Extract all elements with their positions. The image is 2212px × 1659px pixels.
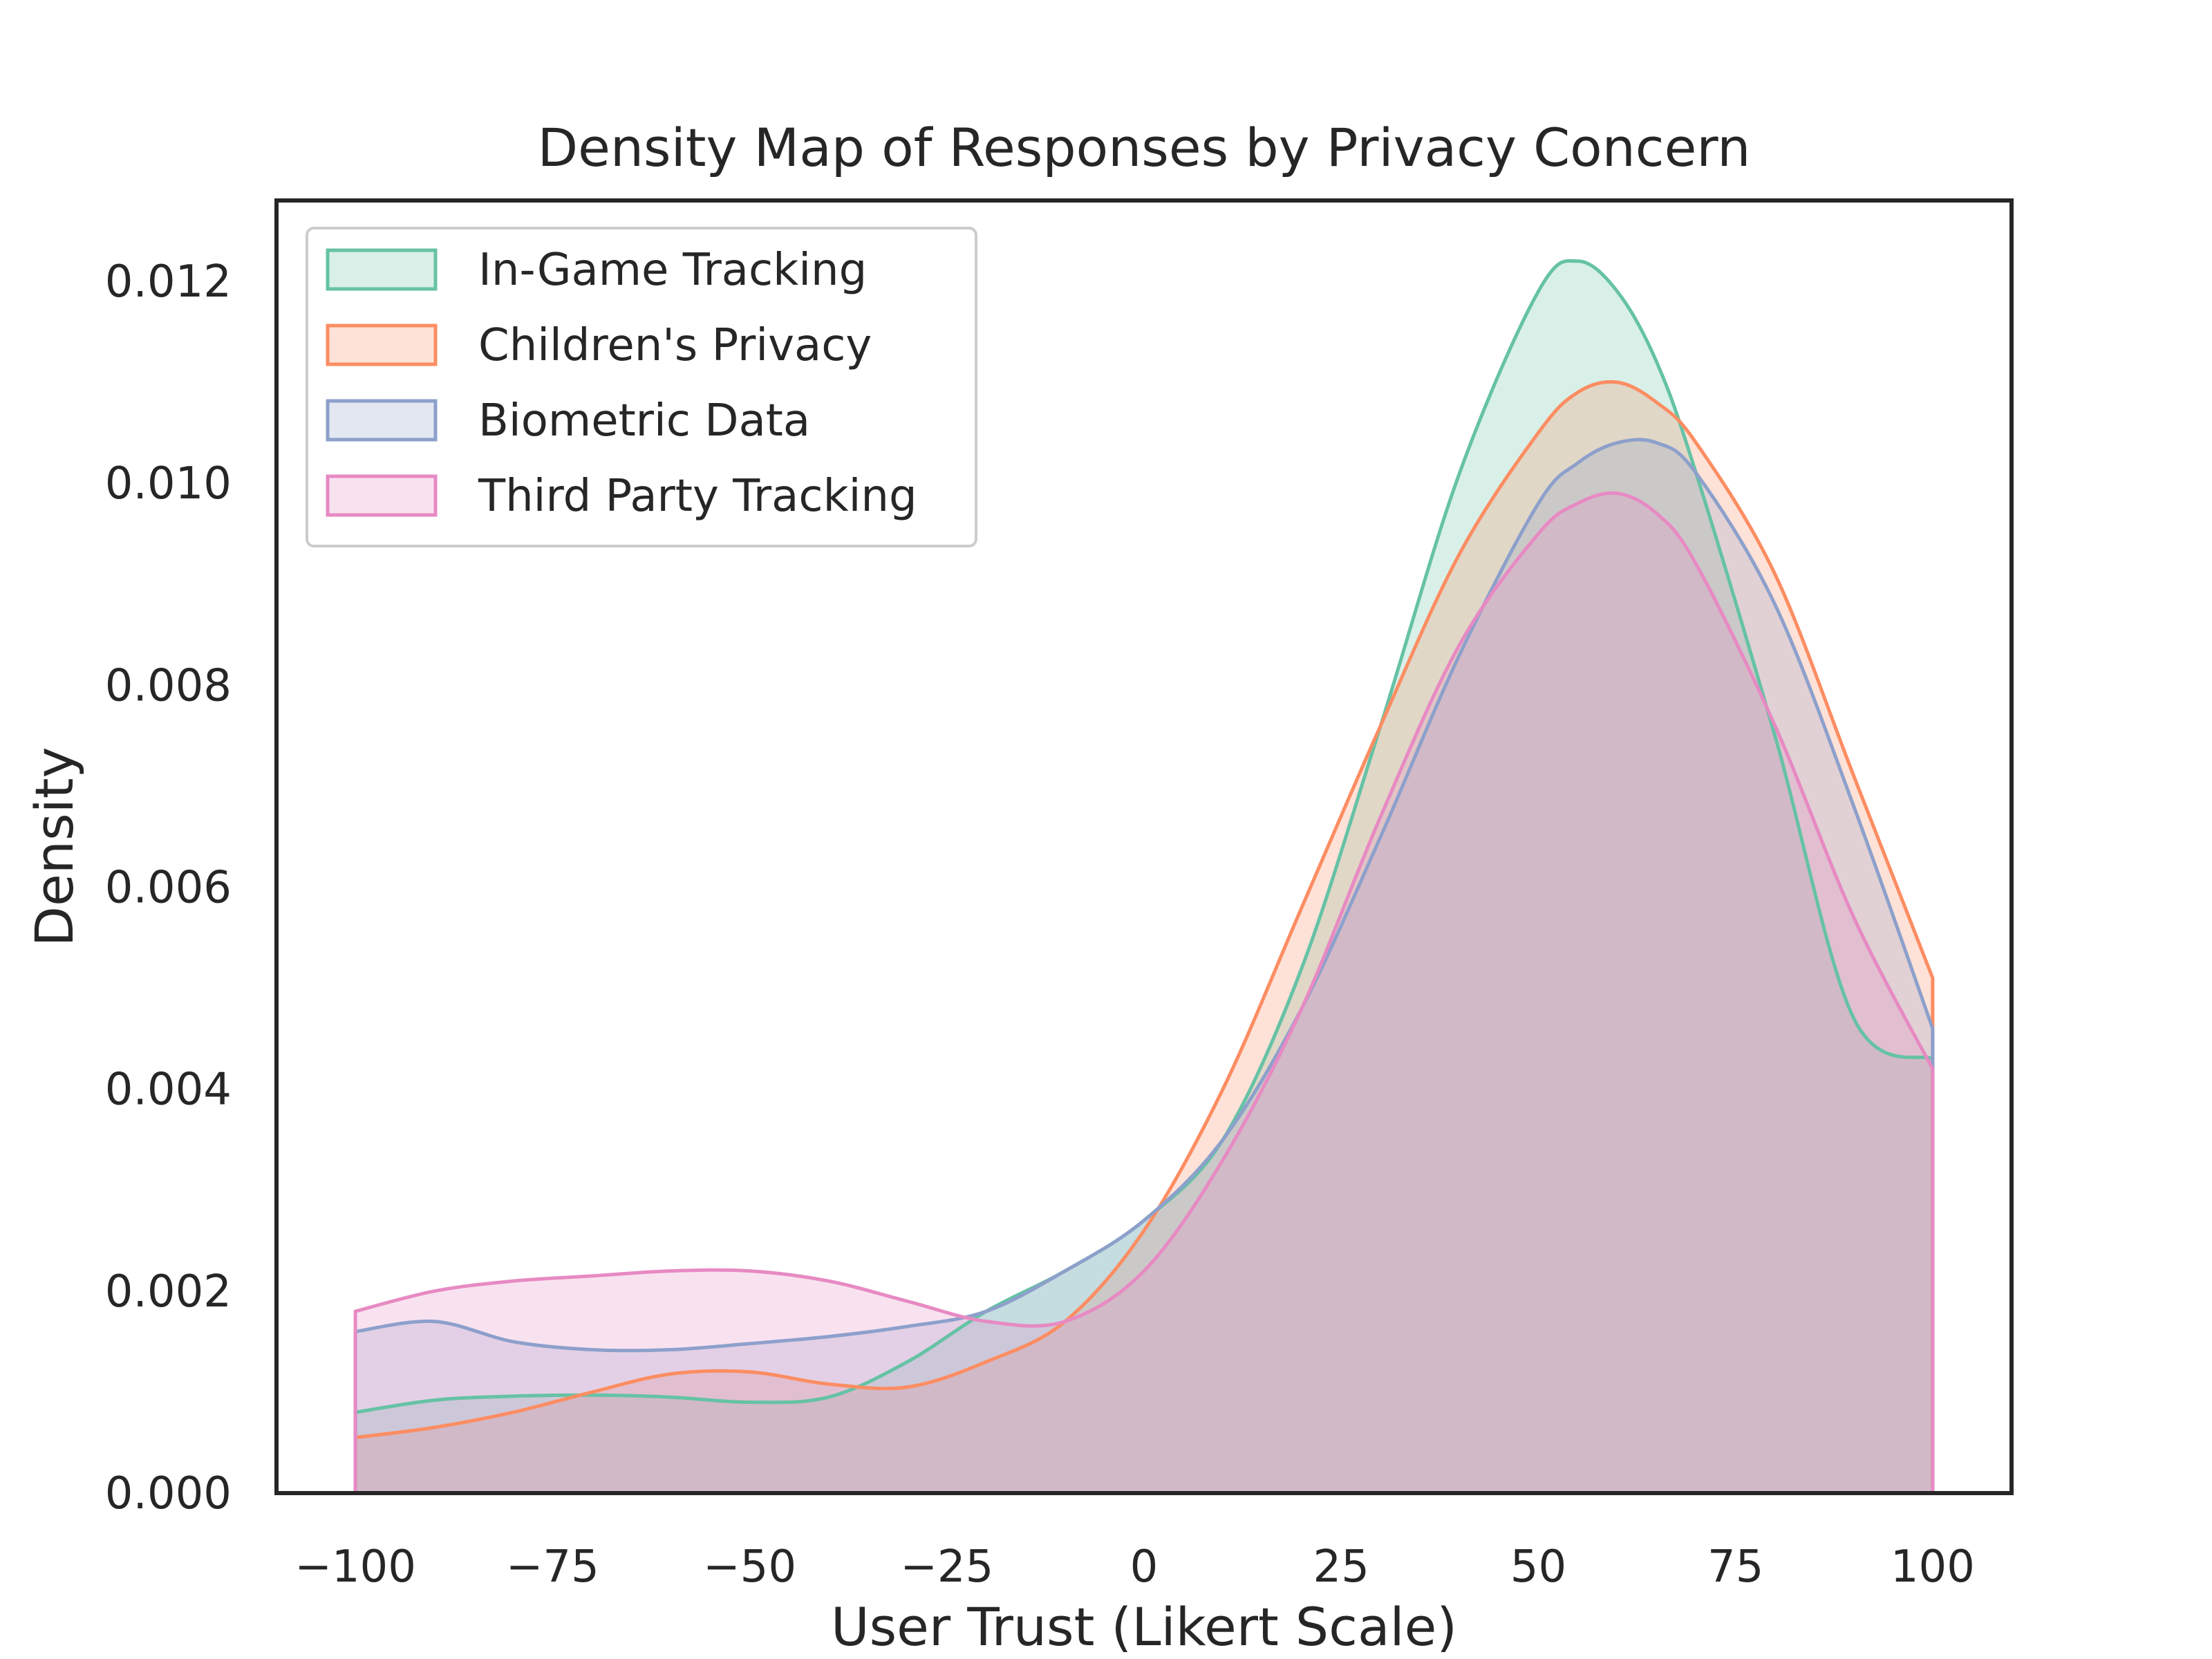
legend-swatch	[326, 399, 438, 442]
density-area-2	[355, 440, 1933, 1493]
y-axis-ticks: 0.000 0.002 0.004 0.006 0.008 0.010 0.012	[105, 256, 232, 1519]
plot-frame	[274, 198, 2014, 1495]
x-tick-label: −75	[506, 1541, 599, 1593]
density-lines	[353, 259, 1935, 1493]
y-tick-label: 0.010	[105, 458, 232, 509]
x-tick-label: 0	[1130, 1541, 1159, 1593]
x-tick-label: 50	[1510, 1541, 1566, 1593]
x-tick-label: −25	[900, 1541, 993, 1593]
x-tick-label: −50	[703, 1541, 796, 1593]
density-line-1	[353, 379, 1935, 1493]
y-tick-label: 0.002	[105, 1266, 232, 1318]
x-tick-label: 100	[1891, 1541, 1975, 1593]
y-axis-label: Density	[24, 747, 85, 947]
legend-swatch	[326, 324, 438, 366]
x-tick-label: 25	[1313, 1541, 1369, 1593]
legend-label: Biometric Data	[478, 395, 810, 447]
density-fills	[355, 261, 1933, 1494]
density-area-0	[355, 261, 1933, 1494]
x-tick-label: 75	[1707, 1541, 1763, 1593]
y-tick-label: 0.006	[105, 862, 232, 913]
legend-label: Third Party Tracking	[478, 471, 917, 522]
density-area-3	[355, 493, 1933, 1493]
legend-box	[306, 227, 977, 547]
legend-label: Children's Privacy	[478, 320, 872, 371]
density-line-0	[353, 259, 1935, 1493]
legend: In-Game Tracking Children's Privacy Biomet…	[306, 227, 977, 547]
density-line-3	[353, 491, 1935, 1493]
y-tick-label: 0.004	[105, 1065, 232, 1116]
x-axis-ticks: −100 −75 −50 −25 0 25 50 75 100	[294, 1541, 1975, 1593]
y-tick-label: 0.000	[105, 1468, 232, 1519]
legend-swatch	[326, 248, 438, 291]
legend-items: In-Game Tracking Children's Privacy Biomet…	[326, 245, 917, 522]
legend-swatch	[326, 474, 438, 517]
y-tick-label: 0.012	[105, 256, 232, 308]
chart-title: Density Map of Responses by Privacy Conc…	[538, 117, 1751, 178]
y-tick-label: 0.008	[105, 660, 232, 711]
legend-label: In-Game Tracking	[478, 245, 867, 296]
x-tick-label: −100	[294, 1541, 416, 1593]
density-area-1	[355, 382, 1933, 1493]
x-axis-label: User Trust (Likert Scale)	[831, 1596, 1457, 1658]
